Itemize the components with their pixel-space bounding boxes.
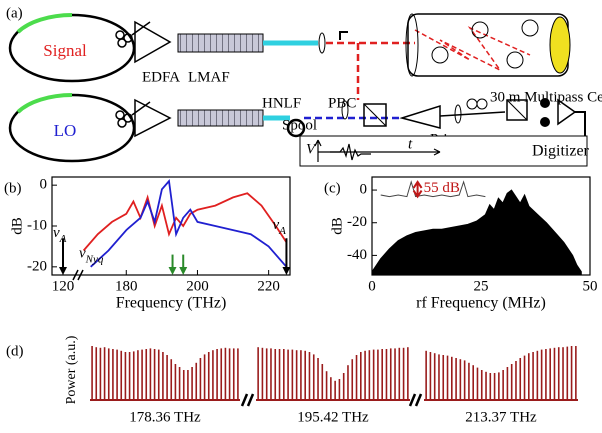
prism <box>399 104 441 129</box>
subscript: A <box>278 225 286 237</box>
panel-label: (d) <box>6 343 24 359</box>
symbol: ν <box>79 246 86 262</box>
x-axis-label: Frequency (THz) <box>116 295 227 312</box>
subscript: Nyq <box>85 253 104 265</box>
dynamic-range-arrow <box>412 180 423 199</box>
x-axis-label: rf Frequency (MHz) <box>416 295 546 312</box>
t-axis-label: t <box>408 136 413 152</box>
beam <box>439 111 506 117</box>
gain-fiber <box>16 13 73 34</box>
pbc-label: PBC <box>328 95 356 111</box>
axis-break <box>408 393 423 407</box>
arrow-head <box>179 267 188 275</box>
segment-label: 213.37 THz <box>465 409 537 425</box>
axis-break <box>72 269 84 281</box>
axis-break <box>240 393 255 407</box>
frequency-annotation: νA <box>272 217 286 236</box>
symbol: ν <box>53 226 60 242</box>
y-axis-label: dB <box>9 217 25 235</box>
amplifier <box>134 98 172 138</box>
lens <box>341 100 349 120</box>
x-tick-label: 25 <box>474 278 489 294</box>
subscript: A <box>59 233 67 245</box>
gain-fiber <box>16 93 73 114</box>
lmaf-fiber <box>177 33 264 53</box>
spool-label: Spool <box>282 117 317 133</box>
dynamic-range-label: 55 dB <box>424 180 460 196</box>
y-axis-label: Power (a.u.) <box>64 335 79 404</box>
spectrum-line <box>82 192 288 252</box>
y-tick-label: -10 <box>27 217 47 233</box>
edfa-label: EDFA <box>142 69 180 85</box>
cell-mirror <box>405 13 419 77</box>
arrow-head <box>282 267 291 275</box>
digitizer-label: Digitizer <box>532 143 590 160</box>
panel-label: (a) <box>6 5 23 21</box>
signal-label: Signal <box>43 41 87 60</box>
multipass-cell <box>407 13 569 77</box>
pbc-diagonal <box>363 103 387 127</box>
y-tick-label: -20 <box>27 258 47 274</box>
spectrum-area <box>371 189 582 276</box>
panel-label: (b) <box>4 180 22 196</box>
lens <box>318 32 326 54</box>
panel-label: (c) <box>324 180 341 196</box>
frequency-annotation: νNyq <box>79 246 104 265</box>
signal-beam <box>326 41 415 100</box>
x-tick-label: 0 <box>368 278 376 294</box>
setup-diagram: (a) Signal LO 30 m Multipass Cell EDFA L… <box>6 5 602 167</box>
cell-window <box>549 16 571 74</box>
lens <box>454 104 462 124</box>
frequency-annotation: νA <box>53 226 67 245</box>
segment-label: 195.42 THz <box>297 409 369 425</box>
lmaf-label: LMAF <box>188 69 230 85</box>
lo-label: LO <box>54 121 77 140</box>
molecules <box>431 19 539 69</box>
symbol: ν <box>272 217 279 233</box>
amplifier <box>134 20 172 64</box>
arrow-head <box>59 267 67 275</box>
x-tick-label: 200 <box>186 278 209 294</box>
multipass-beam <box>414 26 531 71</box>
mirror <box>339 31 348 40</box>
waveform <box>330 143 371 161</box>
digitizer-box <box>299 135 588 167</box>
y-tick-label: -40 <box>347 247 367 263</box>
segment-label: 178.36 THz <box>129 409 201 425</box>
spool <box>286 118 306 138</box>
detector-amp <box>557 98 577 126</box>
pbc <box>363 103 387 127</box>
arrow-head <box>168 267 177 275</box>
lmaf-fiber <box>177 109 264 127</box>
y-axis-label: dB <box>329 217 345 235</box>
beamsplitter <box>506 99 528 121</box>
x-tick-label: 180 <box>115 278 138 294</box>
x-tick-label: 120 <box>52 278 75 294</box>
v-axis-label: V <box>306 141 317 157</box>
spectrum-line <box>90 179 288 268</box>
x-tick-label: 220 <box>257 278 280 294</box>
x-tick-label: 50 <box>583 278 598 294</box>
y-tick-label: 0 <box>360 182 368 198</box>
charts: (b) 0 -10 -20 120 180 200 220 Frequency (THz) dB ν… <box>4 176 598 425</box>
cell-label: 30 m Multipass Cell <box>490 89 602 105</box>
inset-trace <box>380 180 486 198</box>
y-tick-label: -20 <box>347 214 367 230</box>
y-tick-label: 0 <box>40 177 48 193</box>
hnlf-label: HNLF <box>262 95 301 111</box>
